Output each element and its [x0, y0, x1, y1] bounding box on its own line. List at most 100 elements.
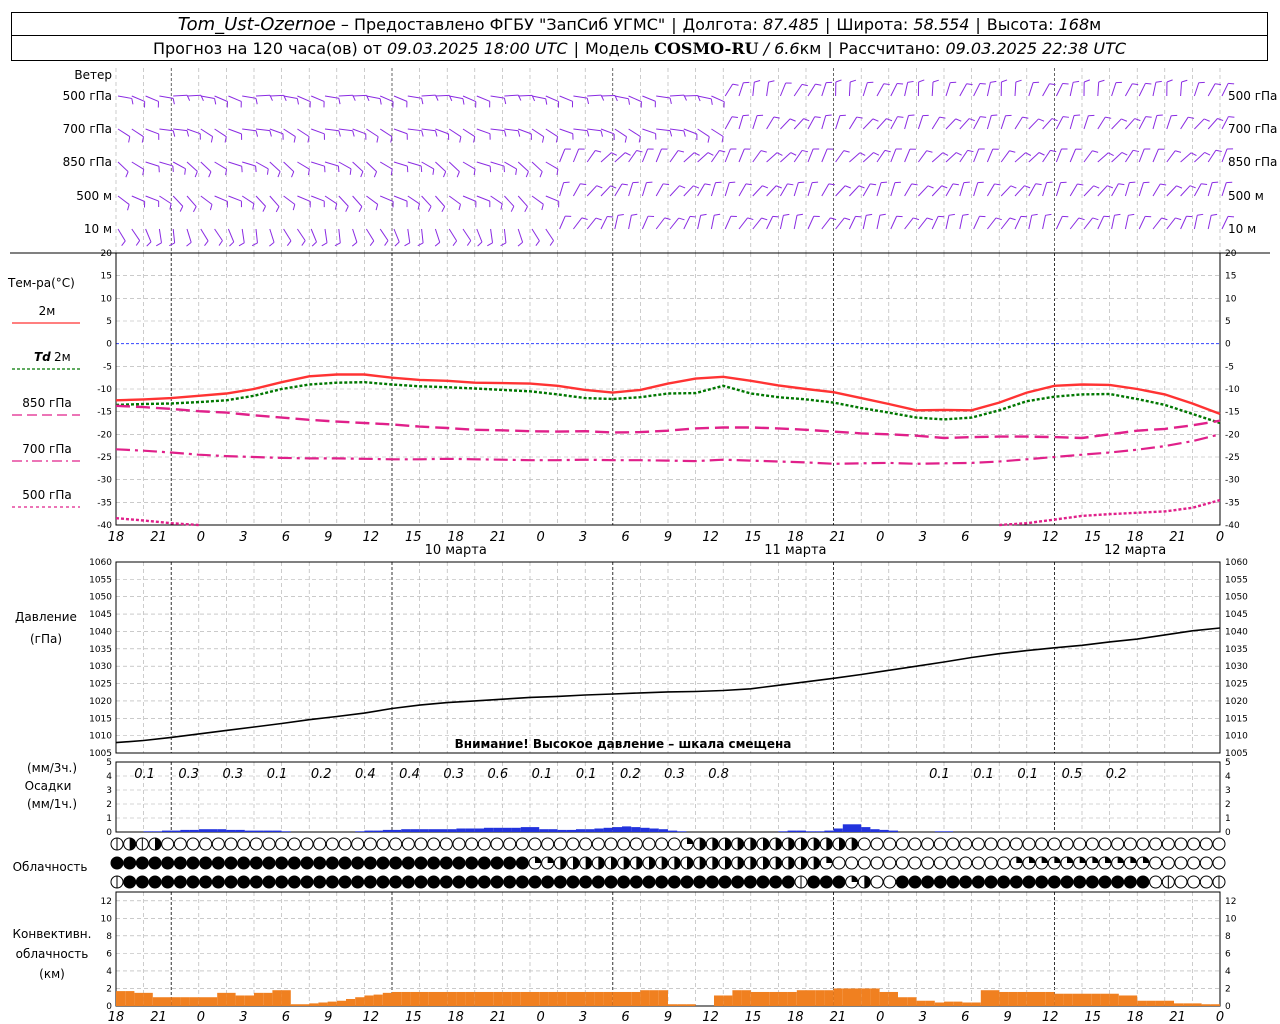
wind-barb-feather — [1078, 217, 1085, 221]
cloud-symbol — [211, 856, 225, 870]
x-tick-label: 18 — [447, 1010, 464, 1024]
conv-bar — [1017, 991, 1027, 1006]
wind-barb-feather — [358, 206, 363, 213]
wind-barb-feather — [844, 185, 851, 189]
conv-bar — [603, 991, 613, 1006]
legend-label: 700 гПа — [22, 442, 71, 456]
x-tick-label: 3 — [239, 530, 247, 545]
y-tick-right: 15 — [1225, 272, 1236, 282]
wind-barb-feather — [694, 152, 700, 156]
wind-barb — [517, 228, 524, 243]
precip-bar — [539, 829, 549, 832]
wind-barb-feather — [307, 169, 310, 176]
wind-barb — [656, 128, 671, 132]
wind-barb-feather — [209, 204, 213, 211]
wind-barb — [862, 183, 871, 197]
y-tick-right: 1010 — [1225, 732, 1248, 742]
conv-bar — [208, 997, 218, 1006]
x-tick-label: 21 — [490, 1010, 507, 1024]
cloud-quarter — [1016, 857, 1023, 863]
cloud-symbol — [667, 875, 681, 889]
cloud-symbol — [731, 837, 745, 851]
cloud-circle — [376, 837, 390, 851]
temp-series-line — [115, 498, 1221, 527]
conv-bar — [576, 991, 586, 1006]
wind-barb-feather — [500, 203, 503, 210]
precip-unit-3h: (мм/3ч.) — [27, 761, 77, 775]
wind-barb-feather — [621, 183, 628, 186]
cloud-symbol — [566, 856, 580, 870]
precip-3h-sum: 0.6 — [487, 767, 508, 782]
cloud-symbol — [832, 856, 846, 870]
cloud-symbol — [883, 837, 897, 851]
wind-barb — [545, 128, 558, 137]
wind-barb — [724, 148, 731, 163]
y-tick-left: 2 — [106, 800, 112, 810]
cloud-symbol — [566, 875, 580, 889]
wind-barb-feather — [292, 204, 296, 211]
wind-barb — [476, 228, 483, 243]
wind-barb — [241, 228, 245, 243]
wind-barb — [1014, 185, 1025, 197]
wind-barb — [255, 161, 269, 170]
temp-title: Тем-ра(°C) — [7, 276, 75, 290]
wind-barb-feather — [266, 168, 269, 175]
cloud-half — [851, 838, 858, 850]
cloud-circle — [338, 856, 352, 870]
wind-barb — [1042, 150, 1051, 163]
wind-barb-feather — [1038, 152, 1045, 156]
wind-barb — [807, 182, 813, 197]
conv-bar — [438, 991, 448, 1006]
legend-label: 2м — [39, 304, 56, 318]
conv-bar — [1109, 993, 1119, 1006]
wind-barb — [917, 115, 924, 130]
cloud-circle — [1035, 837, 1049, 851]
wind-barb-feather — [870, 183, 877, 186]
conv-bar — [235, 995, 245, 1006]
cloud-symbol — [427, 856, 441, 870]
wind-level-right: 700 гПа — [1228, 122, 1277, 136]
cloud-circle — [161, 837, 175, 851]
conv-bar — [254, 992, 264, 1006]
conv-bar — [1008, 991, 1018, 1006]
precip-bar — [438, 829, 448, 832]
y-tick-right: -40 — [1225, 521, 1240, 531]
wind-barb-feather — [376, 136, 379, 143]
cloud-symbol — [845, 875, 859, 889]
cloud-symbol — [921, 875, 935, 889]
cloud-circle — [287, 875, 301, 889]
conv-bar — [1100, 993, 1110, 1006]
legend-label: 500 гПа — [22, 488, 71, 502]
cloud-symbol — [363, 837, 377, 851]
wind-barb-feather — [1189, 185, 1196, 189]
wind-barb — [669, 128, 684, 132]
wind-barb — [324, 95, 339, 99]
wind-barb-feather — [1108, 152, 1114, 156]
wind-barb — [724, 83, 734, 97]
conv-bar — [640, 990, 650, 1006]
conv-bar — [290, 1004, 300, 1006]
wind-barb — [1055, 148, 1062, 163]
wind-barb-feather — [1134, 118, 1141, 122]
wind-barb — [421, 161, 435, 170]
wind-barb — [255, 228, 258, 243]
wind-barb — [835, 217, 845, 230]
conv-bar — [1137, 1000, 1147, 1006]
conv-bar — [180, 997, 190, 1006]
cloud-circle — [933, 837, 947, 851]
wind-barb — [1083, 185, 1094, 197]
conv-bar — [198, 997, 208, 1006]
cloud-symbol — [224, 856, 238, 870]
wind-barb — [131, 228, 141, 241]
wind-barb — [573, 217, 583, 230]
cloud-circle — [655, 837, 669, 851]
cloud-circle — [629, 837, 643, 851]
wind-barb-feather — [850, 79, 857, 83]
wind-barb — [559, 182, 565, 197]
precip-bar — [392, 829, 402, 832]
cloud-symbol — [629, 837, 643, 851]
wind-barb-feather — [510, 206, 515, 212]
wind-barb — [462, 95, 477, 103]
cloud-symbol — [515, 875, 529, 889]
temp-series-line — [115, 380, 1221, 425]
